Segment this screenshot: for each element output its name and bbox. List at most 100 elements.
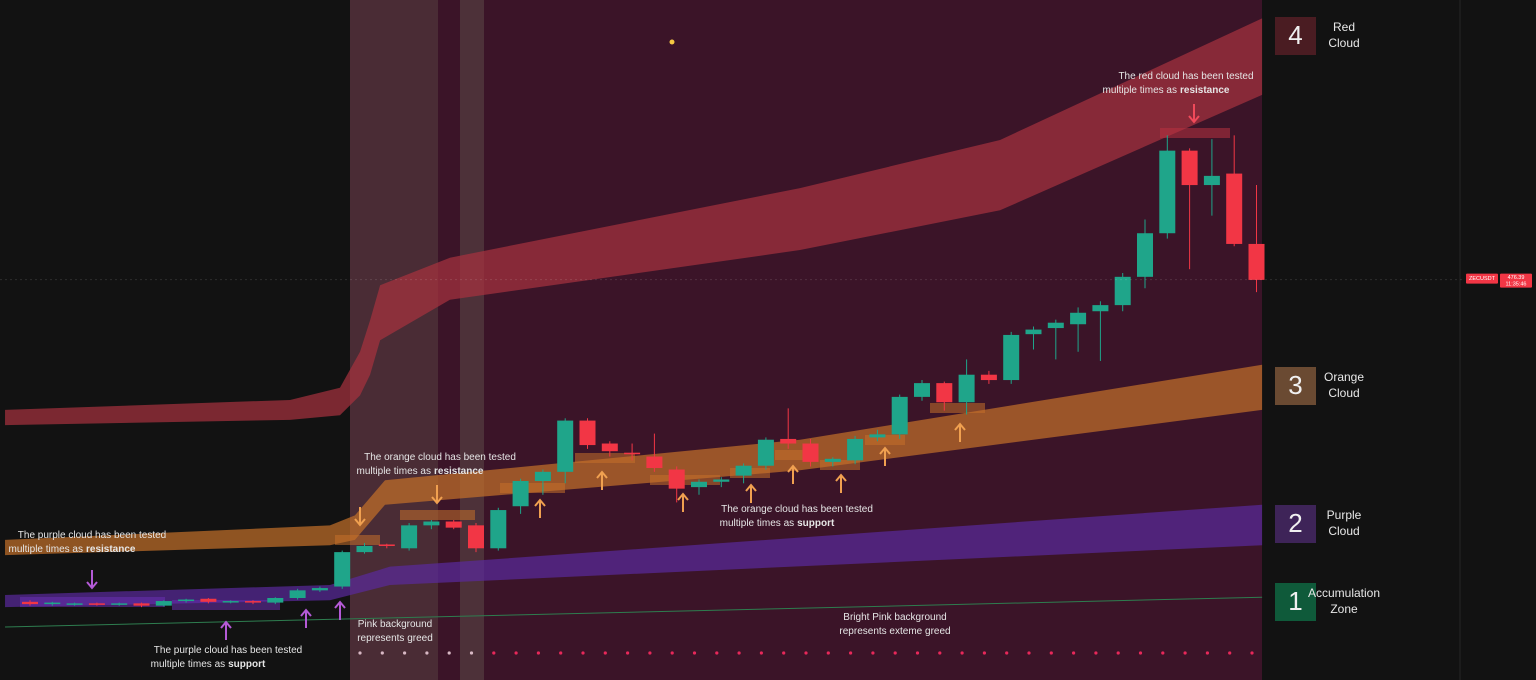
annotation: Pink background represents greed	[357, 619, 433, 644]
candle-body	[1092, 305, 1109, 312]
sentiment-dot	[960, 651, 964, 655]
candle-body	[289, 590, 306, 598]
sentiment-dot	[715, 651, 719, 655]
candle-body	[958, 374, 975, 403]
arrow	[835, 473, 847, 493]
candle-body	[668, 469, 685, 489]
candle-body	[824, 458, 841, 462]
annotation-line: multiple times as	[720, 518, 794, 529]
candle-body	[914, 383, 930, 397]
candle-body	[66, 603, 83, 605]
candle-body	[557, 420, 574, 472]
zone-label: Purple	[1327, 508, 1362, 522]
zone-label: Cloud	[1328, 386, 1359, 400]
candle-body	[646, 456, 663, 468]
sentiment-dot	[358, 651, 362, 655]
accumulation-line	[5, 596, 1263, 628]
sentiment-dot	[1183, 651, 1187, 655]
annotation-line: The purple cloud has been tested	[18, 530, 166, 541]
sentiment-dot	[670, 651, 674, 655]
candle-body	[1248, 243, 1265, 280]
price-tag-time: 11:35:46	[1505, 282, 1526, 288]
candle-body	[1203, 175, 1220, 186]
annotation-bold: support	[797, 518, 835, 529]
sentiment-dot	[469, 651, 474, 655]
annotation: The red cloud has been tested multiple ti…	[1103, 71, 1254, 96]
test-box	[865, 435, 905, 445]
candles	[22, 135, 1265, 608]
arrow	[86, 570, 98, 590]
sentiment-dot	[1161, 651, 1165, 655]
candle-body	[512, 481, 529, 507]
zone-label: Cloud	[1328, 524, 1359, 538]
sentiment-dot	[871, 651, 875, 655]
annotation-line: multiple times as	[9, 544, 83, 555]
sentiment-dot	[648, 651, 652, 655]
test-box	[500, 483, 565, 493]
sentiment-dots	[358, 651, 1254, 655]
zone-box	[1275, 367, 1316, 405]
annotation-line: multiple times as	[357, 466, 431, 477]
arrow	[354, 507, 366, 527]
candle-body	[311, 588, 328, 591]
cloud-band	[5, 18, 1263, 426]
sentiment-dot	[938, 651, 942, 655]
test-box	[172, 600, 280, 610]
zone-label: Accumulation	[1308, 586, 1380, 600]
candle-body	[468, 525, 484, 549]
sentiment-dot	[737, 651, 741, 655]
candle-body	[1003, 334, 1020, 381]
candle-body	[847, 438, 864, 461]
candle-body	[356, 546, 373, 553]
candle-body	[624, 452, 641, 455]
zone-label: Cloud	[1328, 36, 1359, 50]
sentiment-dot	[849, 651, 853, 655]
annotation-line: The red cloud has been tested	[1118, 71, 1253, 82]
candle-body	[155, 601, 172, 606]
candle-body	[802, 443, 819, 462]
sentiment-dot	[514, 651, 518, 655]
candle-body	[200, 598, 217, 602]
candle-body	[490, 510, 507, 549]
candle-body	[378, 544, 395, 546]
test-box	[1160, 128, 1230, 138]
arrow	[745, 483, 757, 503]
test-box	[820, 460, 860, 470]
annotation-line: The purple cloud has been tested	[154, 645, 302, 656]
candle-body	[780, 438, 797, 444]
sentiment-dot	[603, 651, 607, 655]
annotation-line: Pink background	[358, 619, 433, 630]
price-tag-price: 476.39	[1508, 275, 1525, 281]
candle-body	[579, 420, 596, 446]
zone-label: Zone	[1330, 602, 1358, 616]
sentiment-dot	[380, 651, 384, 655]
candle-body	[980, 374, 997, 381]
sentiment-dot	[1049, 651, 1053, 655]
annotation-line: multiple times as	[1103, 85, 1177, 96]
candle-body	[691, 481, 707, 488]
annotations: The purple cloud has been tested multiple…	[9, 71, 1254, 670]
candle-body	[401, 525, 418, 549]
candle-body	[1025, 329, 1042, 335]
candle-body	[1137, 233, 1153, 277]
annotation: The purple cloud has been tested multiple…	[151, 645, 303, 670]
annotation-line: represents greed	[357, 633, 433, 644]
price-tag-box	[1500, 273, 1532, 288]
candle-body	[111, 603, 128, 605]
arrow	[534, 498, 546, 518]
annotation-bold: resistance	[434, 466, 484, 477]
annotation-bold: support	[228, 659, 266, 670]
candle-body	[1114, 276, 1131, 306]
price-tag-symbol: ZECUSDT	[1469, 276, 1496, 282]
arrow	[879, 446, 891, 466]
candle-body	[88, 603, 105, 605]
arrow	[787, 464, 799, 484]
zone-labels: 4 Red Cloud 3 Orange Cloud 2 Purple Cloud 1 Accumu…	[1275, 17, 1380, 621]
sentiment-dot	[1005, 651, 1009, 655]
zone-number: 4	[1288, 20, 1302, 50]
arrow	[431, 485, 443, 505]
candle-body	[713, 479, 730, 482]
test-boxes	[20, 128, 1230, 610]
